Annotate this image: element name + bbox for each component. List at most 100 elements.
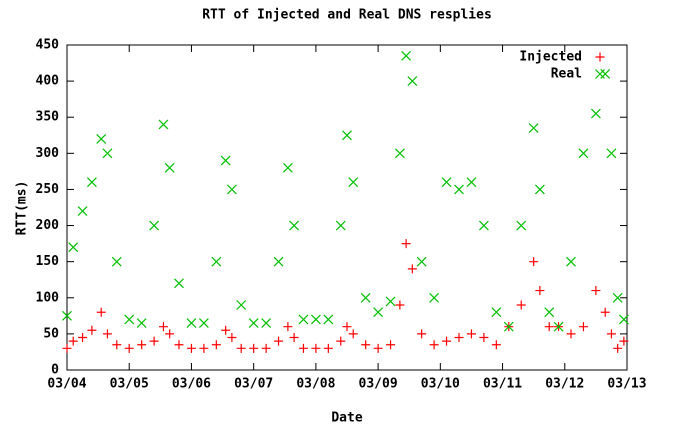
point [544, 322, 554, 332]
point [373, 307, 384, 318]
point [395, 300, 405, 310]
x-tick-label: 03/06 [172, 377, 211, 392]
point [454, 333, 464, 342]
point [282, 162, 293, 173]
point [77, 206, 88, 217]
point [174, 278, 184, 289]
legend-label: Injected [519, 50, 582, 65]
y-tick-label: 100 [36, 290, 60, 305]
y-tick-label: 200 [36, 218, 60, 233]
y-tick-label: 450 [36, 38, 60, 53]
point [323, 314, 334, 325]
point [112, 340, 122, 350]
point [360, 292, 371, 303]
point [62, 310, 72, 321]
point [149, 220, 160, 231]
point [407, 264, 417, 274]
point [441, 177, 452, 188]
point [535, 286, 545, 296]
point [220, 155, 231, 166]
point [553, 321, 564, 332]
point [416, 256, 427, 267]
point [429, 292, 440, 303]
point [342, 322, 352, 332]
point [613, 343, 623, 353]
point [289, 220, 300, 231]
point [394, 148, 405, 159]
point [578, 322, 588, 332]
point [149, 336, 159, 346]
point [68, 336, 78, 346]
point [361, 340, 371, 350]
point [227, 333, 237, 342]
point [310, 314, 321, 325]
point [199, 343, 209, 353]
point [124, 314, 135, 325]
point [401, 50, 412, 61]
point [298, 343, 308, 353]
point [600, 307, 610, 317]
x-tick-label: 03/13 [607, 377, 646, 392]
point [516, 300, 526, 310]
point [211, 340, 221, 350]
point [198, 318, 209, 328]
y-tick-label: 0 [51, 363, 59, 378]
point [566, 329, 576, 339]
point [186, 318, 197, 328]
point [516, 220, 527, 231]
point [336, 336, 346, 346]
point [491, 307, 502, 318]
point [466, 329, 476, 339]
point [136, 318, 147, 328]
point [68, 242, 79, 253]
point [342, 130, 352, 141]
point [298, 314, 309, 325]
point [619, 336, 629, 346]
plot-frame [66, 44, 628, 371]
legend-marker [595, 52, 605, 62]
x-tick-label: 03/08 [296, 377, 335, 392]
point [289, 333, 299, 342]
point [273, 256, 284, 267]
point [590, 108, 601, 119]
y-tick-label: 50 [43, 326, 59, 341]
point [544, 307, 555, 318]
point [211, 256, 222, 267]
point [578, 148, 589, 159]
chart-title: RTT of Injected and Real DNS resplies [202, 8, 492, 23]
x-tick-label: 03/05 [110, 377, 149, 392]
point [401, 239, 411, 249]
point [86, 177, 97, 188]
point [429, 340, 439, 350]
x-tick-label: 03/04 [47, 377, 86, 392]
point [311, 343, 321, 353]
point [407, 76, 418, 87]
point [137, 340, 147, 350]
x-tick-label: 03/09 [359, 377, 398, 392]
point [124, 343, 134, 353]
point [466, 177, 477, 188]
point [529, 257, 539, 267]
point [612, 292, 623, 303]
point [249, 343, 259, 353]
point [591, 286, 601, 296]
point [478, 220, 489, 231]
point [385, 296, 396, 307]
y-tick-label: 350 [36, 110, 60, 125]
point [236, 300, 247, 310]
point [96, 307, 106, 317]
point [261, 318, 272, 328]
point [491, 340, 501, 350]
point [102, 329, 112, 339]
point [442, 336, 452, 346]
point [283, 322, 293, 332]
point [87, 325, 97, 335]
point [618, 314, 629, 325]
point [62, 343, 72, 353]
point [226, 184, 237, 195]
point [96, 133, 107, 144]
point [528, 123, 539, 133]
point [158, 119, 169, 130]
x-tick-label: 03/11 [483, 377, 522, 392]
point [261, 343, 271, 353]
